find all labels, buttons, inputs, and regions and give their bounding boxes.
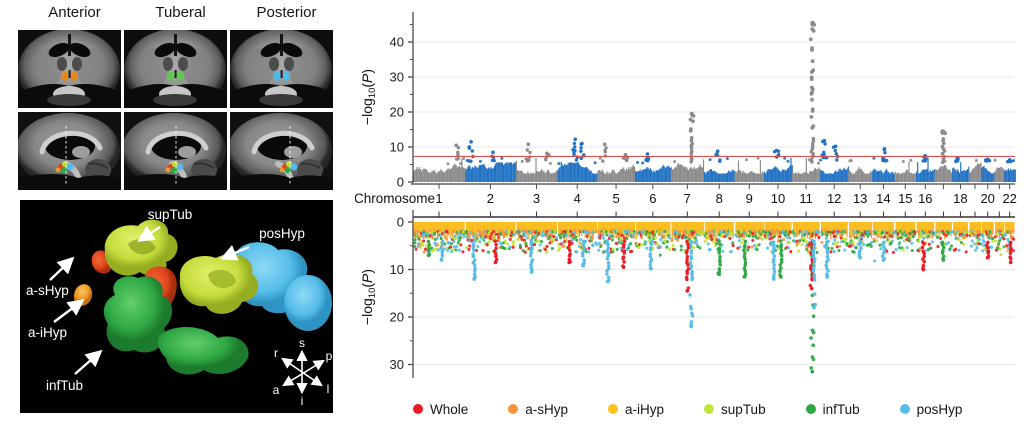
legend-label: Whole — [430, 401, 469, 417]
svg-text:7: 7 — [684, 191, 691, 206]
compass-a: a — [273, 383, 280, 397]
svg-text:16: 16 — [918, 191, 932, 206]
manhattan-plots-section: 0 10 20 30 40 −log10(P) Chromosome 1 2 3 4 5 6 7 8 9 10 1… — [355, 0, 1024, 425]
legend-item-a-sHyp: a-sHyp — [508, 402, 568, 417]
svg-text:9: 9 — [746, 191, 753, 206]
compass-i: i — [301, 394, 304, 408]
mri-image — [124, 112, 227, 190]
manhattan-top-grid — [413, 41, 1015, 148]
label-a-sHyp: a-sHyp — [26, 283, 69, 298]
svg-text:22: 22 — [1002, 191, 1016, 206]
svg-text:10: 10 — [390, 140, 404, 155]
mri-column-title-posterior: Posterior — [256, 4, 317, 21]
legend-dot-icon — [413, 404, 423, 414]
svg-text:14: 14 — [876, 191, 890, 206]
legend-item-Whole: Whole — [413, 402, 468, 417]
legend-label: supTub — [721, 401, 766, 417]
compass-p: p — [326, 349, 333, 363]
svg-text:40: 40 — [390, 35, 404, 50]
svg-text:5: 5 — [612, 191, 619, 206]
legend-dot-icon — [508, 404, 519, 414]
orientation-compass: s i r l a p — [273, 336, 333, 408]
compass-r: r — [274, 346, 278, 360]
legend-label: a-iHyp — [625, 401, 665, 417]
render3d-panel: supTub posHyp a-sHyp a-iHyp infTub s i r… — [20, 200, 333, 413]
manhattan-top-ylabel: −log10(P) — [359, 69, 378, 125]
svg-text:0: 0 — [397, 175, 404, 190]
legend-item-supTub: supTub — [704, 402, 766, 417]
svg-text:12: 12 — [827, 191, 841, 206]
label-supTub: supTub — [148, 207, 193, 222]
svg-text:0: 0 — [397, 215, 404, 230]
mri-coronal-posterior — [230, 30, 333, 108]
mri-sagittal-posterior — [230, 112, 333, 190]
svg-text:30: 30 — [390, 357, 404, 372]
mri-image — [18, 30, 121, 108]
manhattan-top-axes: 0 10 20 30 40 — [390, 12, 1015, 190]
render3d-canvas: supTub posHyp a-sHyp a-iHyp infTub s i r… — [26, 207, 333, 408]
svg-text:6: 6 — [649, 191, 656, 206]
render3d-regions — [73, 219, 332, 375]
render3d-annotation-arrows — [49, 225, 250, 375]
legend-label: posHyp — [916, 401, 963, 417]
compass-s: s — [299, 336, 305, 350]
label-infTub: infTub — [46, 378, 83, 393]
svg-text:11: 11 — [799, 191, 813, 206]
label-a-iHyp: a-iHyp — [28, 325, 67, 340]
svg-text:20: 20 — [980, 191, 994, 206]
mri-image — [230, 30, 333, 108]
svg-text:1: 1 — [435, 191, 442, 206]
mri-image — [18, 112, 121, 190]
compass-l: l — [327, 382, 330, 396]
mri-column-title-anterior: Anterior — [48, 4, 101, 21]
svg-text:3: 3 — [533, 191, 540, 206]
mri-sagittal-tuberal — [124, 112, 227, 190]
manhattan-bottom-grid — [413, 269, 1015, 365]
legend-item-infTub: infTub — [805, 401, 860, 417]
label-posHyp: posHyp — [259, 226, 305, 241]
manhattan-top-points — [413, 20, 1016, 182]
legend-dot-icon — [805, 404, 816, 414]
manhattan-bottom-axes: 0 10 20 30 — [390, 210, 1015, 378]
manhattan-bottom-points — [412, 222, 1016, 374]
legend-label: infTub — [822, 401, 860, 417]
svg-text:4: 4 — [574, 191, 581, 206]
mri-image — [230, 112, 333, 190]
mri-sagittal-anterior — [18, 112, 121, 190]
svg-text:20: 20 — [390, 105, 404, 120]
svg-text:10: 10 — [390, 262, 404, 277]
mri-coronal-anterior — [18, 30, 121, 108]
legend-dot-icon — [704, 404, 715, 414]
mri-column-title-tuberal: Tuberal — [155, 4, 206, 21]
svg-text:8: 8 — [716, 191, 723, 206]
svg-text:10: 10 — [771, 191, 785, 206]
svg-text:13: 13 — [853, 191, 867, 206]
svg-text:30: 30 — [390, 70, 404, 85]
svg-text:20: 20 — [390, 310, 404, 325]
svg-text:18: 18 — [953, 191, 967, 206]
chromosome-axis: Chromosome 1 2 3 4 5 6 7 8 9 10 11 12 13 14 15 16 18 20 22 — [355, 191, 1017, 206]
mri-coronal-tuberal — [124, 30, 227, 108]
legend-label: a-sHyp — [525, 401, 569, 417]
svg-text:2: 2 — [487, 191, 494, 206]
legend-item-a-iHyp: a-iHyp — [608, 402, 664, 417]
chromosome-axis-title: Chromosome — [355, 191, 435, 206]
series-legend: Whole a-sHyp a-iHyp supTub infTub posHyp — [413, 397, 1013, 421]
legend-item-posHyp: posHyp — [899, 401, 963, 417]
legend-dot-icon — [899, 404, 910, 414]
legend-dot-icon — [608, 404, 619, 414]
mri-image — [124, 30, 227, 108]
manhattan-bottom-ylabel: −log10(P) — [359, 269, 378, 325]
svg-text:15: 15 — [898, 191, 912, 206]
